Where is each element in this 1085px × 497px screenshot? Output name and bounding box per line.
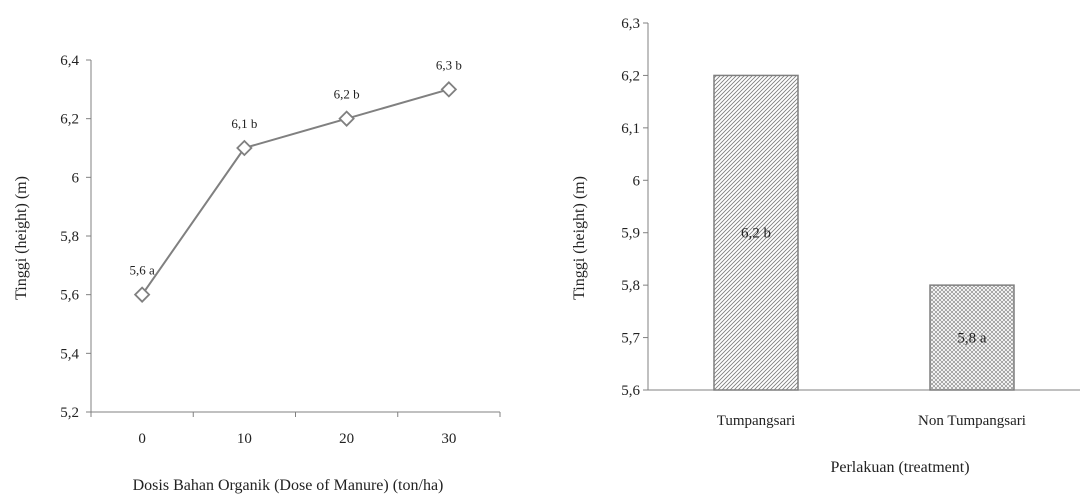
data-point-marker bbox=[133, 286, 151, 303]
x-tick-label: 20 bbox=[339, 431, 354, 447]
line-chart: 5,2 5,4 5,6 5,8 6 6,2 6,4 0 10 20 30 5,6 a 6,1 b 6,2 … bbox=[13, 53, 501, 494]
y-tick-label: 6,2 bbox=[60, 112, 79, 128]
x-tick-label: Tumpangsari bbox=[717, 413, 796, 429]
line-chart-y-axis-title: Tinggi (height) (m) bbox=[13, 176, 30, 300]
y-tick-label: 6,2 bbox=[621, 68, 640, 84]
data-point-marker bbox=[440, 81, 458, 98]
y-tick-label: 6 bbox=[72, 170, 80, 186]
x-tick-label: 0 bbox=[138, 431, 146, 447]
y-tick-label: 6,4 bbox=[60, 53, 79, 69]
series-line bbox=[141, 88, 450, 296]
x-tick-label: 30 bbox=[441, 431, 456, 447]
bar bbox=[713, 74, 799, 391]
data-point-marker bbox=[338, 110, 355, 127]
bar bbox=[929, 284, 1015, 391]
x-tick-label: 10 bbox=[237, 431, 252, 447]
y-tick-label: 5,7 bbox=[621, 331, 640, 347]
data-label: 6,3 b bbox=[436, 57, 462, 72]
data-point-marker bbox=[236, 139, 253, 157]
y-tick-label: 5,2 bbox=[60, 405, 79, 421]
x-tick-label: Non Tumpangsari bbox=[918, 413, 1026, 429]
y-tick-label: 5,8 bbox=[60, 229, 79, 245]
bar-value-label: 5,8 a bbox=[957, 331, 987, 347]
data-label: 6,2 b bbox=[334, 87, 360, 102]
line-chart-x-axis-title: Dosis Bahan Organik (Dose of Manure) (to… bbox=[133, 477, 444, 494]
y-tick-label: 6,1 bbox=[621, 121, 640, 137]
bar-chart-y-axis-title: Tinggi (height) (m) bbox=[571, 176, 588, 300]
data-label: 6,1 b bbox=[231, 116, 257, 131]
y-tick-label: 5,6 bbox=[621, 383, 640, 399]
y-tick-label: 5,9 bbox=[621, 226, 640, 242]
y-tick-label: 5,4 bbox=[60, 346, 79, 362]
data-label: 5,6 a bbox=[129, 263, 155, 278]
y-tick-label: 6 bbox=[633, 173, 641, 189]
y-tick-label: 6,3 bbox=[621, 16, 640, 32]
bar-value-label: 6,2 b bbox=[741, 226, 771, 242]
bar-chart: 5,6 5,7 5,8 5,9 6 6,1 6,2 6,3 6,2 b Tumpangsari 5,… bbox=[571, 16, 1080, 476]
y-tick-label: 5,8 bbox=[621, 278, 640, 294]
y-tick-label: 5,6 bbox=[60, 288, 79, 304]
bar-chart-x-axis-title: Perlakuan (treatment) bbox=[830, 459, 969, 476]
